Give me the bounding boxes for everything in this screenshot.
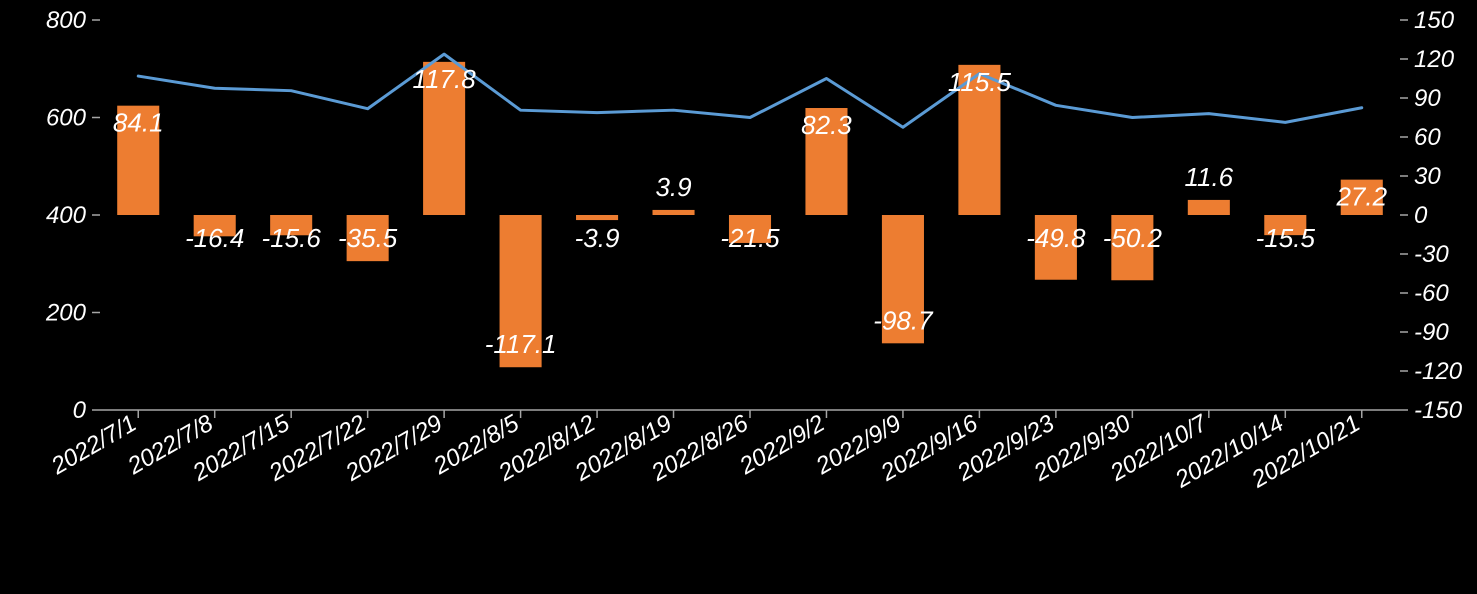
yright-tick-label: 120 [1414,46,1455,73]
yleft-tick-label: 200 [45,300,87,327]
yleft-tick-label: 400 [46,202,87,229]
bar-data-label: -117.1 [485,329,557,359]
bar-data-label: -49.8 [1026,223,1086,253]
bar-data-label: -15.6 [262,223,322,253]
yright-tick-label: -30 [1414,241,1449,268]
bar-data-label: 115.5 [948,67,1012,97]
bar-data-label: 84.1 [113,108,164,138]
yright-tick-label: 0 [1414,202,1428,229]
yleft-tick-label: 600 [46,105,87,132]
yleft-tick-label: 0 [73,397,87,424]
bar-data-label: -21.5 [720,223,780,253]
combo-chart: 0 200 400 600 800 -150 -120 -90 -60 -30 0 30 60 90 120… [0,0,1477,594]
bar-data-label: -3.9 [575,223,620,253]
bar [653,210,695,215]
bar-data-label: -35.5 [338,223,398,253]
bar-data-label: -98.7 [873,305,934,335]
yright-tick-label: 60 [1414,124,1441,151]
bar-data-label: 11.6 [1184,162,1233,192]
bar-data-label: -16.4 [185,223,244,253]
chart-svg: 0 200 400 600 800 -150 -120 -90 -60 -30 0 30 60 90 120… [0,0,1477,594]
bar [1188,200,1230,215]
yright-tick-label: -60 [1414,280,1449,307]
bar-data-label: 117.8 [413,64,477,94]
yright-tick-label: 30 [1414,163,1441,190]
yright-tick-label: -150 [1414,397,1463,424]
bar-data-label: 82.3 [801,110,852,140]
yleft-tick-label: 800 [46,7,87,34]
yright-tick-label: 150 [1414,7,1455,34]
bar-data-label: -50.2 [1103,223,1163,253]
bar-data-label: -15.5 [1256,223,1316,253]
bar [576,215,618,220]
yright-tick-label: -90 [1414,319,1449,346]
bar-data-label: 27.2 [1335,182,1387,212]
yright-tick-label: -120 [1414,358,1463,385]
bar-data-label: 3.9 [655,172,691,202]
yright-tick-label: 90 [1414,85,1441,112]
